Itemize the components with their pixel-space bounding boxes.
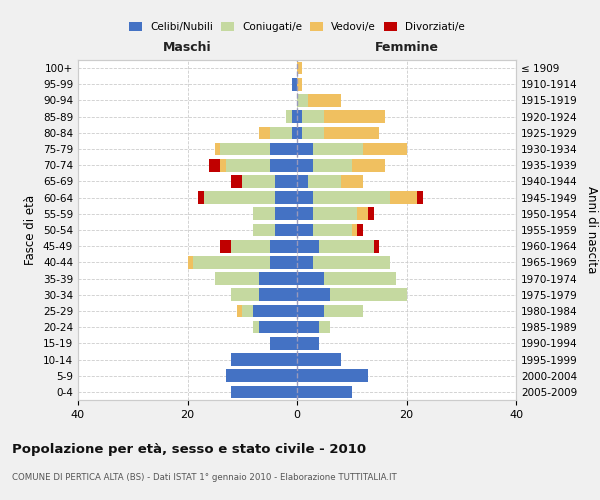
Bar [390,192,418,204]
Bar [308,175,341,188]
Bar [204,192,275,204]
Bar [209,159,220,172]
Bar [275,192,297,204]
Bar [297,288,330,301]
Bar [259,272,297,285]
Bar [275,175,297,188]
Text: Popolazione per età, sesso e stato civile - 2010: Popolazione per età, sesso e stato civil… [12,442,366,456]
Bar [275,208,297,220]
Bar [297,321,319,334]
Bar [374,240,379,252]
Bar [325,126,379,139]
Bar [253,208,275,220]
Bar [269,256,297,268]
Bar [297,159,313,172]
Bar [297,208,313,220]
Bar [269,337,297,349]
Bar [297,192,313,204]
Bar [302,110,325,123]
Bar [297,94,308,107]
Bar [292,110,297,123]
Bar [226,370,297,382]
Bar [325,304,362,318]
Bar [292,78,297,90]
Bar [269,126,292,139]
Bar [362,142,407,156]
Bar [297,224,313,236]
Bar [232,240,269,252]
Bar [275,224,297,236]
Bar [330,288,407,301]
Bar [297,62,302,74]
Bar [226,159,269,172]
Bar [368,208,374,220]
Text: Maschi: Maschi [163,42,212,54]
Bar [297,240,319,252]
Bar [313,142,363,156]
Bar [242,304,253,318]
Text: COMUNE DI PERTICA ALTA (BS) - Dati ISTAT 1° gennaio 2010 - Elaborazione TUTTITAL: COMUNE DI PERTICA ALTA (BS) - Dati ISTAT… [12,472,397,482]
Bar [269,159,297,172]
Bar [341,175,362,188]
Bar [319,240,374,252]
Bar [220,159,226,172]
Bar [259,321,297,334]
Bar [319,321,330,334]
Bar [193,256,269,268]
Bar [220,240,232,252]
Bar [313,159,352,172]
Bar [199,192,204,204]
Y-axis label: Anni di nascita: Anni di nascita [586,186,598,274]
Bar [313,208,357,220]
Bar [357,208,368,220]
Bar [253,304,297,318]
Bar [418,192,423,204]
Bar [352,159,385,172]
Bar [269,240,297,252]
Bar [297,272,325,285]
Bar [292,126,297,139]
Bar [297,386,352,398]
Bar [352,224,357,236]
Bar [242,175,275,188]
Bar [297,110,302,123]
Bar [232,386,297,398]
Bar [313,256,390,268]
Bar [187,256,193,268]
Bar [357,224,363,236]
Bar [215,272,259,285]
Bar [313,224,352,236]
Bar [325,272,395,285]
Bar [220,142,269,156]
Bar [297,370,368,382]
Bar [215,142,220,156]
Bar [232,353,297,366]
Legend: Celibi/Nubili, Coniugati/e, Vedovi/e, Divorziati/e: Celibi/Nubili, Coniugati/e, Vedovi/e, Di… [125,18,469,36]
Bar [297,142,313,156]
Bar [253,321,259,334]
Bar [297,78,302,90]
Bar [297,175,308,188]
Bar [302,126,325,139]
Bar [313,192,390,204]
Bar [297,126,302,139]
Bar [297,337,319,349]
Y-axis label: Fasce di età: Fasce di età [25,195,37,265]
Bar [286,110,292,123]
Bar [269,142,297,156]
Bar [259,288,297,301]
Bar [232,175,242,188]
Bar [232,288,259,301]
Bar [253,224,275,236]
Bar [237,304,242,318]
Bar [325,110,385,123]
Bar [297,353,341,366]
Bar [297,304,325,318]
Bar [297,256,313,268]
Text: Femmine: Femmine [374,42,439,54]
Bar [259,126,269,139]
Bar [308,94,341,107]
